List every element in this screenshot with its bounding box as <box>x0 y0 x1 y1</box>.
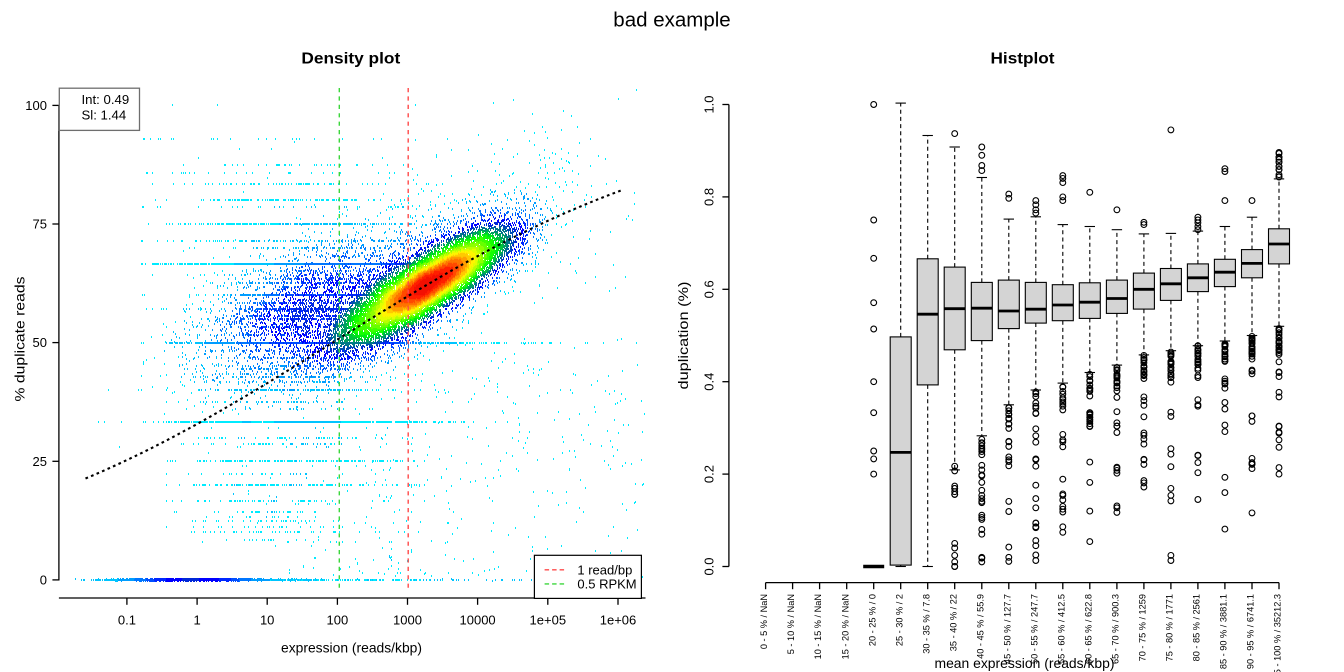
svg-text:10000: 10000 <box>460 612 496 627</box>
svg-text:1: 1 <box>193 612 200 627</box>
svg-text:75: 75 <box>33 217 47 232</box>
svg-text:75 - 80 % / 1771: 75 - 80 % / 1771 <box>1165 594 1175 661</box>
svg-text:90 - 95 % / 6741.1: 90 - 95 % / 6741.1 <box>1246 594 1256 669</box>
svg-text:80 - 85 % / 2561: 80 - 85 % / 2561 <box>1192 594 1202 661</box>
svg-text:0: 0 <box>40 573 47 588</box>
svg-text:25 - 30 % / 2: 25 - 30 % / 2 <box>894 594 904 646</box>
svg-text:duplication (%): duplication (%) <box>676 282 691 390</box>
svg-text:10 - 15 % / NaN: 10 - 15 % / NaN <box>813 594 823 659</box>
svg-text:50 - 55 % / 247.7: 50 - 55 % / 247.7 <box>1029 594 1039 664</box>
svg-text:0.4: 0.4 <box>702 373 717 391</box>
svg-text:Sl: 1.44: Sl: 1.44 <box>82 107 127 122</box>
svg-text:expression (reads/kbp): expression (reads/kbp) <box>281 640 422 655</box>
svg-text:Histplot: Histplot <box>991 50 1056 67</box>
svg-text:Int: 0.49: Int: 0.49 <box>82 92 130 107</box>
svg-text:85 - 90 % / 3881.1: 85 - 90 % / 3881.1 <box>1219 594 1229 669</box>
svg-text:0.6: 0.6 <box>702 280 717 298</box>
svg-text:mean expression (reads/kbp): mean expression (reads/kbp) <box>935 656 1115 671</box>
svg-text:0.8: 0.8 <box>702 188 717 206</box>
svg-text:1000: 1000 <box>393 612 422 627</box>
svg-text:95 - 100 % / 35212.3: 95 - 100 % / 35212.3 <box>1273 594 1283 672</box>
svg-text:40 - 45 % / 55.9: 40 - 45 % / 55.9 <box>975 594 985 659</box>
svg-text:70 - 75 % / 1259: 70 - 75 % / 1259 <box>1138 594 1148 661</box>
svg-text:1.0: 1.0 <box>702 95 717 113</box>
svg-text:100: 100 <box>327 612 349 627</box>
svg-text:45 - 50 % / 127.7: 45 - 50 % / 127.7 <box>1002 594 1012 664</box>
svg-text:0.5 RPKM: 0.5 RPKM <box>577 576 636 591</box>
svg-text:1 read/bp: 1 read/bp <box>577 562 632 577</box>
svg-text:15 - 20 % / NaN: 15 - 20 % / NaN <box>840 594 850 659</box>
svg-text:0.1: 0.1 <box>118 612 136 627</box>
svg-text:0.2: 0.2 <box>702 465 717 483</box>
svg-text:35 - 40 % / 22: 35 - 40 % / 22 <box>948 594 958 651</box>
svg-text:55 - 60 % / 412.5: 55 - 60 % / 412.5 <box>1056 594 1066 664</box>
svg-text:100: 100 <box>25 98 47 113</box>
svg-text:% duplicate reads: % duplicate reads <box>13 276 28 401</box>
svg-text:0 - 5 % / NaN: 0 - 5 % / NaN <box>759 594 769 649</box>
svg-text:1e+06: 1e+06 <box>600 612 637 627</box>
svg-text:5 - 10 % / NaN: 5 - 10 % / NaN <box>786 594 796 654</box>
svg-text:bad example: bad example <box>613 8 730 31</box>
svg-text:30 - 35 % / 7.8: 30 - 35 % / 7.8 <box>921 594 931 654</box>
svg-text:1e+05: 1e+05 <box>530 612 567 627</box>
svg-text:60 - 65 % / 622.8: 60 - 65 % / 622.8 <box>1083 594 1093 664</box>
svg-text:10: 10 <box>260 612 274 627</box>
svg-text:0.0: 0.0 <box>702 557 717 575</box>
svg-text:Density plot: Density plot <box>301 50 401 67</box>
svg-text:20 - 25 % / 0: 20 - 25 % / 0 <box>867 594 877 646</box>
svg-text:25: 25 <box>33 454 47 469</box>
svg-text:65 - 70 % / 900.3: 65 - 70 % / 900.3 <box>1111 594 1121 664</box>
svg-text:50: 50 <box>33 335 47 350</box>
